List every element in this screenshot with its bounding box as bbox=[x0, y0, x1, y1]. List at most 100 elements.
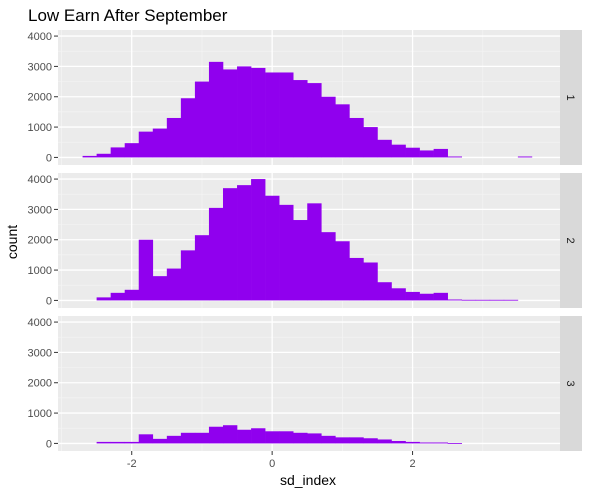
histogram-bar bbox=[96, 441, 111, 444]
y-tick-label: 0 bbox=[46, 438, 52, 450]
histogram-bar bbox=[96, 297, 111, 301]
histogram-bar bbox=[222, 188, 238, 301]
histogram-bar bbox=[447, 156, 463, 158]
histogram-bar bbox=[208, 61, 224, 158]
histogram-bar bbox=[405, 147, 420, 158]
histogram-bar bbox=[124, 289, 140, 301]
histogram-bar bbox=[363, 127, 378, 158]
facet-panels: 0 1000 2000 3000 4000 1 0 1000 2000 3000 4000 2 0 100… bbox=[28, 30, 582, 451]
y-tick-label: 3000 bbox=[28, 61, 52, 73]
histogram-bar bbox=[138, 239, 154, 301]
histogram-bar bbox=[180, 98, 196, 158]
histogram-bar bbox=[335, 437, 350, 444]
histogram-bars bbox=[82, 61, 533, 158]
histogram-bar bbox=[279, 72, 294, 158]
y-tick-label: 4000 bbox=[28, 31, 52, 43]
facet-panel-3: 0 1000 2000 3000 4000 3 bbox=[28, 316, 582, 451]
y-axis-title: count bbox=[4, 225, 20, 259]
histogram-bar bbox=[265, 72, 280, 158]
histogram-bar bbox=[237, 66, 252, 158]
histogram-bar bbox=[433, 148, 448, 158]
y-tick-label: 1000 bbox=[28, 122, 52, 134]
histogram-bar bbox=[279, 204, 294, 301]
histogram-bar bbox=[251, 179, 266, 301]
facet-strip-label: 2 bbox=[564, 237, 576, 243]
histogram-bar bbox=[391, 144, 406, 158]
histogram-bar bbox=[321, 435, 336, 444]
facet-panel-1: 0 1000 2000 3000 4000 1 bbox=[28, 30, 582, 165]
histogram-bar bbox=[517, 156, 533, 158]
histogram-bar bbox=[138, 131, 154, 158]
facet-strip bbox=[560, 173, 582, 308]
x-tick-label: 0 bbox=[269, 458, 275, 470]
histogram-bar bbox=[265, 195, 280, 301]
y-tick-label: 3000 bbox=[28, 347, 52, 359]
facet-strip bbox=[560, 30, 582, 165]
facet-strip bbox=[560, 316, 582, 451]
histogram-bar bbox=[377, 439, 392, 444]
histogram-bar bbox=[363, 262, 378, 301]
histogram-bar bbox=[194, 432, 210, 444]
x-tick-label: 2 bbox=[409, 458, 415, 470]
histogram-bar bbox=[489, 299, 505, 301]
histogram-bar bbox=[124, 143, 140, 158]
histogram-bar bbox=[433, 442, 448, 444]
histogram-bars bbox=[96, 425, 463, 444]
y-tick-label: 4000 bbox=[28, 317, 52, 329]
histogram-bar bbox=[265, 431, 280, 444]
histogram-bar bbox=[208, 207, 224, 301]
y-tick-label: 2000 bbox=[28, 378, 52, 390]
histogram-bar bbox=[377, 282, 392, 301]
y-tick-label: 1000 bbox=[28, 408, 52, 420]
histogram-bar bbox=[138, 434, 154, 444]
chart-title: Low Earn After September bbox=[28, 6, 228, 25]
histogram-bar bbox=[194, 235, 210, 301]
histogram-bar bbox=[110, 292, 125, 301]
histogram-bar bbox=[237, 429, 252, 444]
histogram-bar bbox=[349, 117, 364, 158]
histogram-bar bbox=[335, 241, 350, 301]
histogram-bar bbox=[335, 104, 350, 158]
y-tick-label: 2000 bbox=[28, 235, 52, 247]
x-axis-title: sd_index bbox=[280, 472, 336, 488]
histogram-bar bbox=[461, 299, 477, 301]
histogram-bar bbox=[222, 425, 238, 444]
histogram-bar bbox=[321, 232, 336, 301]
panel-background bbox=[58, 316, 560, 451]
histogram-bar bbox=[251, 428, 266, 444]
histogram-bar bbox=[419, 442, 434, 444]
histogram-bar bbox=[180, 432, 196, 444]
histogram-bar bbox=[391, 288, 406, 301]
y-tick-label: 1000 bbox=[28, 265, 52, 277]
histogram-bar bbox=[419, 150, 434, 158]
histogram-bar bbox=[349, 257, 364, 301]
histogram-bar bbox=[96, 153, 111, 158]
histogram-bar bbox=[405, 441, 420, 444]
x-tick-label: -2 bbox=[127, 458, 137, 470]
histogram-bar bbox=[166, 435, 182, 444]
histogram-bar bbox=[222, 69, 238, 158]
histogram-bar bbox=[349, 437, 364, 444]
histogram-bar bbox=[82, 155, 97, 158]
histogram-bar bbox=[363, 438, 378, 444]
histogram-bar bbox=[251, 67, 266, 158]
histogram-bar bbox=[152, 438, 168, 444]
histogram-bar bbox=[180, 250, 196, 301]
histogram-bar bbox=[293, 220, 308, 301]
histogram-bar bbox=[279, 431, 294, 444]
histogram-bar bbox=[293, 80, 308, 158]
histogram-bar bbox=[110, 441, 125, 444]
facet-strip-label: 3 bbox=[564, 380, 576, 386]
histogram-bar bbox=[307, 433, 322, 444]
histogram-bar bbox=[391, 440, 406, 444]
y-tick-label: 4000 bbox=[28, 174, 52, 186]
histogram-bar bbox=[166, 117, 182, 158]
histogram-bar bbox=[503, 299, 519, 301]
histogram-bar bbox=[405, 291, 420, 301]
histogram-bar bbox=[321, 96, 336, 158]
histogram-bar bbox=[208, 426, 224, 444]
y-tick-label: 2000 bbox=[28, 92, 52, 104]
histogram-bar bbox=[237, 185, 252, 301]
histogram-bar bbox=[419, 293, 434, 301]
